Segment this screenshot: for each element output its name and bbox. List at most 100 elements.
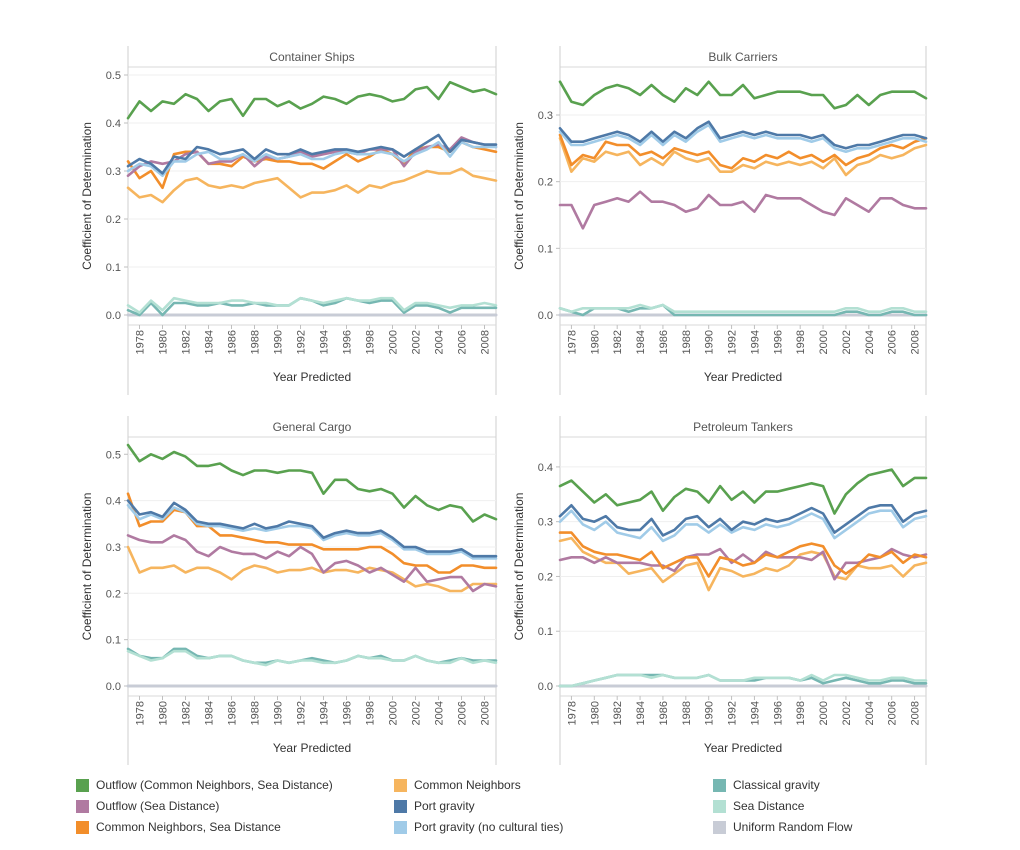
y-tick-label: 0.3: [538, 517, 553, 529]
x-tick-label: 1992: [727, 701, 739, 725]
legend-swatch: [76, 799, 89, 813]
x-tick-label: 1998: [365, 701, 377, 725]
legend-label: Common Neighbors: [414, 778, 521, 792]
x-tick-label: 1980: [589, 330, 601, 354]
legend-label: Outflow (Sea Distance): [96, 799, 220, 813]
legend-label: Outflow (Common Neighbors, Sea Distance): [96, 778, 333, 792]
x-tick-label: 1978: [566, 330, 578, 354]
series-line-outflow-sea: [126, 534, 498, 593]
y-tick-label: 0.0: [106, 681, 121, 693]
y-tick-label: 0.3: [538, 110, 553, 122]
series-line-cn: [558, 137, 928, 177]
y-axis-label: Coefficient of Determination: [512, 493, 526, 641]
y-tick-label: 0.3: [106, 166, 121, 178]
x-tick-label: 2006: [887, 701, 899, 725]
x-axis-label: Year Predicted: [273, 741, 351, 755]
x-tick-label: 2000: [388, 701, 400, 725]
series-line-port-gravity: [126, 499, 498, 558]
x-tick-label: 2004: [434, 330, 446, 354]
x-tick-label: 1982: [181, 701, 193, 725]
x-tick-label: 1998: [365, 330, 377, 354]
series-line-cn-sea: [558, 133, 928, 170]
x-tick-label: 1984: [635, 330, 647, 354]
series-line-outflow-sea: [558, 547, 928, 581]
x-tick-label: 1996: [342, 330, 354, 354]
y-tick-label: 0.2: [106, 214, 121, 226]
series-line-sea-distance: [558, 673, 928, 688]
legend: Outflow (Common Neighbors, Sea Distance)…: [76, 776, 976, 842]
x-tick-label: 2008: [910, 701, 922, 725]
panel-title-strip: [128, 416, 496, 437]
y-tick-label: 0.1: [106, 635, 121, 647]
x-tick-label: 1992: [296, 330, 308, 354]
x-tick-label: 1978: [566, 701, 578, 725]
legend-swatch: [394, 778, 407, 792]
x-axis-label: Year Predicted: [704, 741, 782, 755]
x-tick-label: 1982: [181, 330, 193, 354]
y-axis-label: Coefficient of Determination: [512, 122, 526, 270]
chart-panel: Bulk Carriers 0.0 0.1 0.2 0.3 Coefficient of …: [512, 46, 928, 395]
series-line-port-gravity-nct: [558, 509, 928, 543]
x-tick-label: 2002: [841, 330, 853, 354]
series-line-outflow-cn-sea: [558, 468, 928, 515]
y-tick-label: 0.3: [106, 542, 121, 554]
x-tick-label: 2006: [457, 701, 469, 725]
y-tick-label: 0.4: [106, 496, 121, 508]
legend-swatch: [394, 799, 407, 813]
x-tick-label: 1986: [658, 701, 670, 725]
x-tick-label: 2000: [388, 330, 400, 354]
legend-swatch: [713, 820, 726, 834]
legend-label: Sea Distance: [733, 799, 805, 813]
y-axis-label: Coefficient of Determination: [80, 122, 94, 270]
x-tick-label: 1988: [681, 701, 693, 725]
x-tick-label: 2000: [818, 701, 830, 725]
series-line-cn: [126, 167, 498, 204]
x-tick-label: 1994: [749, 330, 761, 354]
series-line-cn-sea: [126, 492, 498, 574]
series-line-port-gravity: [558, 503, 928, 537]
panel-title: Bulk Carriers: [708, 50, 777, 64]
x-tick-label: 1984: [204, 701, 216, 725]
x-tick-label: 1994: [319, 701, 331, 725]
x-tick-label: 2006: [887, 330, 899, 354]
panel-title-strip: [560, 46, 926, 67]
y-tick-label: 0.4: [106, 118, 121, 130]
x-tick-label: 1980: [158, 701, 170, 725]
legend-item-sea-distance: Sea Distance: [713, 797, 804, 815]
y-tick-label: 0.1: [538, 626, 553, 638]
series-line-port-gravity-nct: [126, 503, 498, 560]
x-tick-label: 1990: [273, 701, 285, 725]
x-tick-label: 2006: [457, 330, 469, 354]
x-tick-label: 1988: [250, 330, 262, 354]
series-line-cn: [126, 545, 498, 593]
y-tick-label: 0.1: [106, 262, 121, 274]
x-tick-label: 1998: [795, 701, 807, 725]
chart-panel: Container Ships 0.0 0.1 0.2 0.3 0.4 0.5 Coeffic…: [80, 46, 498, 395]
legend-swatch: [713, 799, 726, 813]
series-line-port-gravity-nct: [126, 140, 498, 178]
legend-swatch: [76, 778, 89, 792]
chart-panel: General Cargo 0.0 0.1 0.2 0.3 0.4 0.5 Coefficie…: [80, 416, 498, 765]
series-line-sea-distance: [126, 649, 498, 667]
legend-item-uniform-random: Uniform Random Flow: [713, 818, 852, 836]
y-tick-label: 0.4: [538, 462, 553, 474]
x-tick-label: 1992: [296, 701, 308, 725]
x-tick-label: 1990: [704, 701, 716, 725]
legend-item-port-gravity-nct: Port gravity (no cultural ties): [394, 818, 563, 836]
panel-title: General Cargo: [273, 420, 352, 434]
legend-item-outflow-cn-sea: Outflow (Common Neighbors, Sea Distance): [76, 776, 333, 794]
x-tick-label: 2004: [864, 701, 876, 725]
y-tick-label: 0.2: [538, 571, 553, 583]
x-tick-label: 1996: [772, 330, 784, 354]
y-tick-label: 0.0: [538, 310, 553, 322]
x-tick-label: 1996: [772, 701, 784, 725]
x-tick-label: 2008: [910, 330, 922, 354]
series-line-outflow-cn-sea: [558, 80, 928, 110]
x-tick-label: 1990: [704, 330, 716, 354]
y-tick-label: 0.0: [538, 681, 553, 693]
series-line-port-gravity: [558, 120, 928, 150]
x-tick-label: 2004: [434, 701, 446, 725]
panel-title-strip: [560, 416, 926, 437]
x-tick-label: 1982: [612, 330, 624, 354]
